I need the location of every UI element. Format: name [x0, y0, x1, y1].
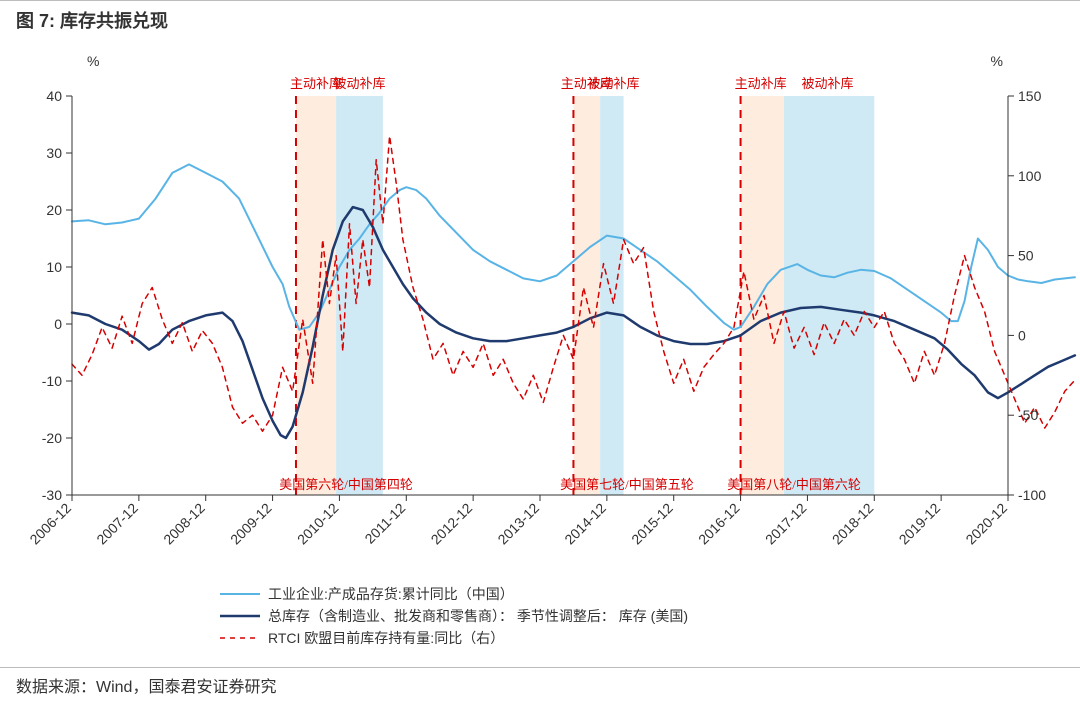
y-tick-label-right: 100 [1018, 168, 1042, 184]
annotation-bottom: 美国第七轮/中国第五轮 [560, 477, 694, 492]
y-tick-label-right: -50 [1018, 407, 1038, 423]
title-bar: 图 7: 库存共振兑现 [0, 0, 1080, 40]
y-tick-label-left: -20 [42, 430, 62, 446]
y-tick-label-left: -30 [42, 487, 62, 503]
annotation-bottom: 美国第六轮/中国第四轮 [279, 477, 413, 492]
figure-title: 图 7: 库存共振兑现 [16, 7, 168, 33]
y-tick-label-left: 30 [46, 145, 62, 161]
legend-label: 总库存（含制造业、批发商和零售商）： 季节性调整后： 库存 (美国) [268, 608, 688, 624]
annotation-bottom: 美国第八轮/中国第六轮 [727, 477, 861, 492]
right-unit: % [991, 53, 1003, 69]
legend-label: RTCI 欧盟目前库存持有量:同比（右） [268, 630, 504, 646]
shaded-band [741, 96, 784, 495]
y-tick-label-right: 150 [1018, 88, 1042, 104]
y-tick-label-right: 50 [1018, 248, 1034, 264]
shaded-band [784, 96, 874, 495]
y-tick-label-left: 20 [46, 202, 62, 218]
legend-label: 工业企业:产成品存货:累计同比（中国） [268, 586, 514, 602]
source-text: 数据来源：Wind，国泰君安证券研究 [16, 673, 276, 697]
chart-canvas: -30-20-10010203040-100-500501001502006-1… [0, 38, 1080, 666]
shaded-band [573, 96, 600, 495]
y-tick-label-left: 10 [46, 259, 62, 275]
figure-container: 图 7: 库存共振兑现 -30-20-10010203040-100-50050… [0, 0, 1080, 702]
chart-bg [0, 38, 1080, 666]
annotation-top: 被动补库 [588, 76, 640, 91]
y-tick-label-left: 40 [46, 88, 62, 104]
annotation-top: 主动补库 [735, 76, 787, 91]
shaded-band [336, 96, 383, 495]
source-bar: 数据来源：Wind，国泰君安证券研究 [0, 667, 1080, 702]
annotation-top: 被动补库 [801, 76, 853, 91]
y-tick-label-left: -10 [42, 373, 62, 389]
left-unit: % [87, 53, 99, 69]
y-tick-label-left: 0 [54, 316, 62, 332]
y-tick-label-right: 0 [1018, 327, 1026, 343]
shaded-band [600, 96, 623, 495]
annotation-top: 被动补库 [333, 76, 385, 91]
y-tick-label-right: -100 [1018, 487, 1046, 503]
